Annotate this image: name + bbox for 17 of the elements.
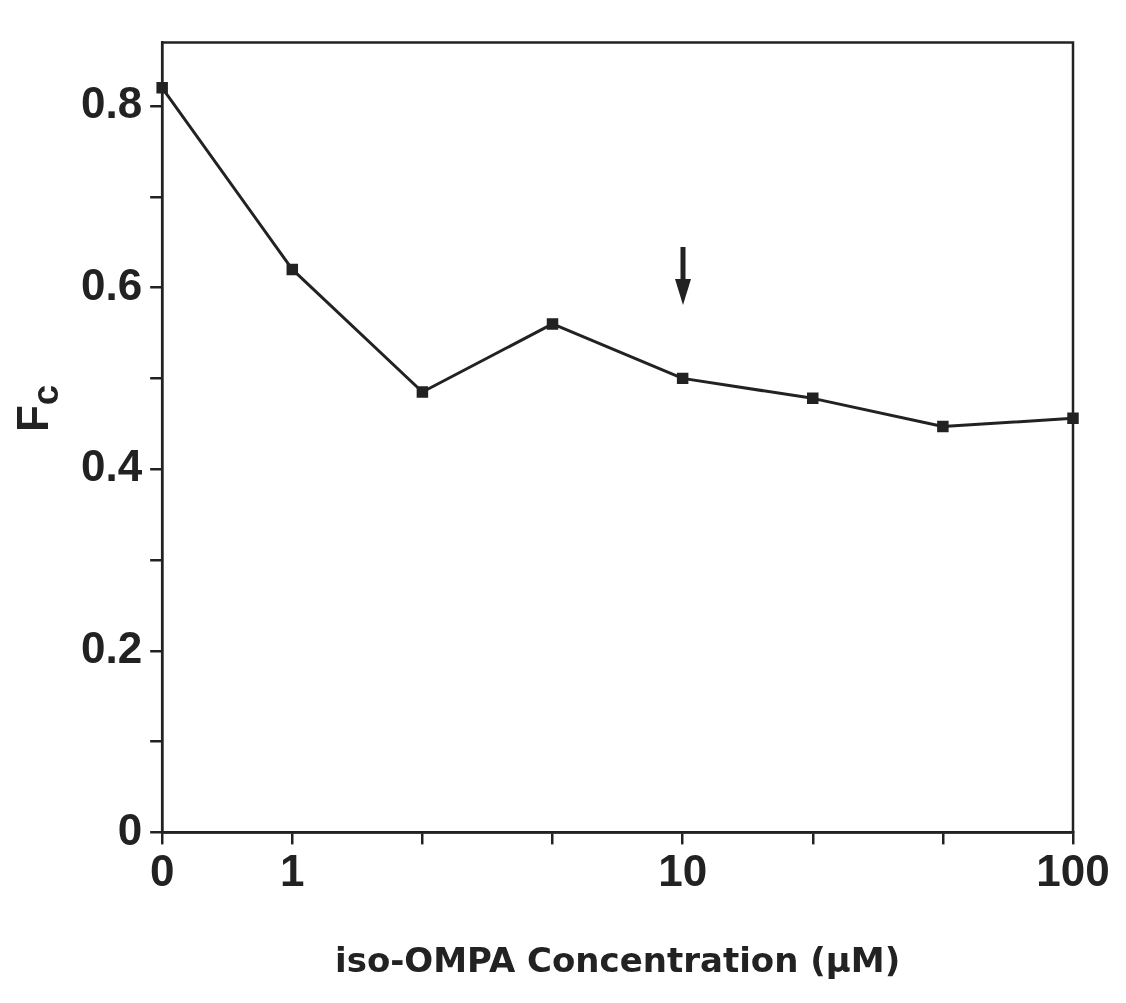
x-tick-label: 10 bbox=[658, 845, 708, 895]
point bbox=[937, 420, 949, 433]
point bbox=[807, 392, 819, 405]
y-tick-label: 0 bbox=[117, 804, 143, 854]
x-axis-title: iso-OMPA Concentration (µM) bbox=[334, 940, 901, 981]
x-tick-label: 0 bbox=[149, 845, 175, 895]
point bbox=[416, 386, 429, 398]
point bbox=[286, 263, 299, 276]
point bbox=[546, 318, 559, 330]
y-tick-label: 0.6 bbox=[80, 259, 143, 309]
y-tick-label: 0.2 bbox=[80, 622, 143, 672]
point bbox=[676, 372, 689, 385]
x-tick-label: 100 bbox=[1036, 845, 1110, 895]
y-tick-label: 0.8 bbox=[80, 78, 143, 128]
point bbox=[156, 82, 168, 94]
y-tick-label: 0.4 bbox=[80, 441, 143, 491]
x-tick-label: 1 bbox=[280, 845, 305, 895]
